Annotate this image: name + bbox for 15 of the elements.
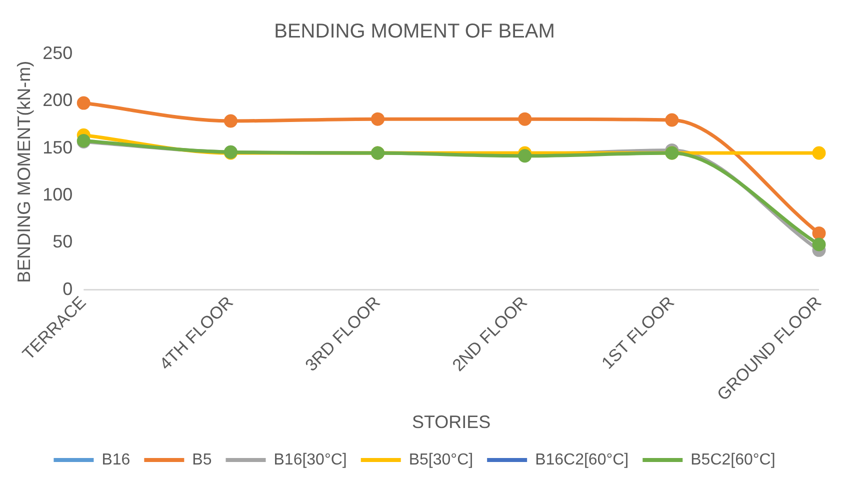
legend-label: B16[30°C] bbox=[274, 451, 347, 468]
legend-label: B5C2[60°C] bbox=[690, 451, 776, 468]
legend-label: B16 bbox=[102, 451, 130, 468]
legend-label: B5 bbox=[192, 451, 212, 468]
chart-title: BENDING MOMENT OF BEAM bbox=[274, 20, 555, 43]
legend-label: B5[30°C] bbox=[408, 451, 474, 468]
y-tick-label: 250 bbox=[42, 42, 73, 63]
y-tick-label: 150 bbox=[42, 137, 73, 158]
y-tick-label: 50 bbox=[52, 232, 73, 252]
x-axis-title: STORIES bbox=[412, 412, 491, 432]
y-tick-label: 100 bbox=[42, 184, 73, 204]
y-tick-label: 0 bbox=[62, 278, 73, 299]
y-axis-title: BENDING MOMENT(kN-m) bbox=[14, 60, 34, 283]
legend-label: B16C2[60°C] bbox=[535, 451, 629, 468]
y-tick-label: 200 bbox=[42, 90, 73, 110]
